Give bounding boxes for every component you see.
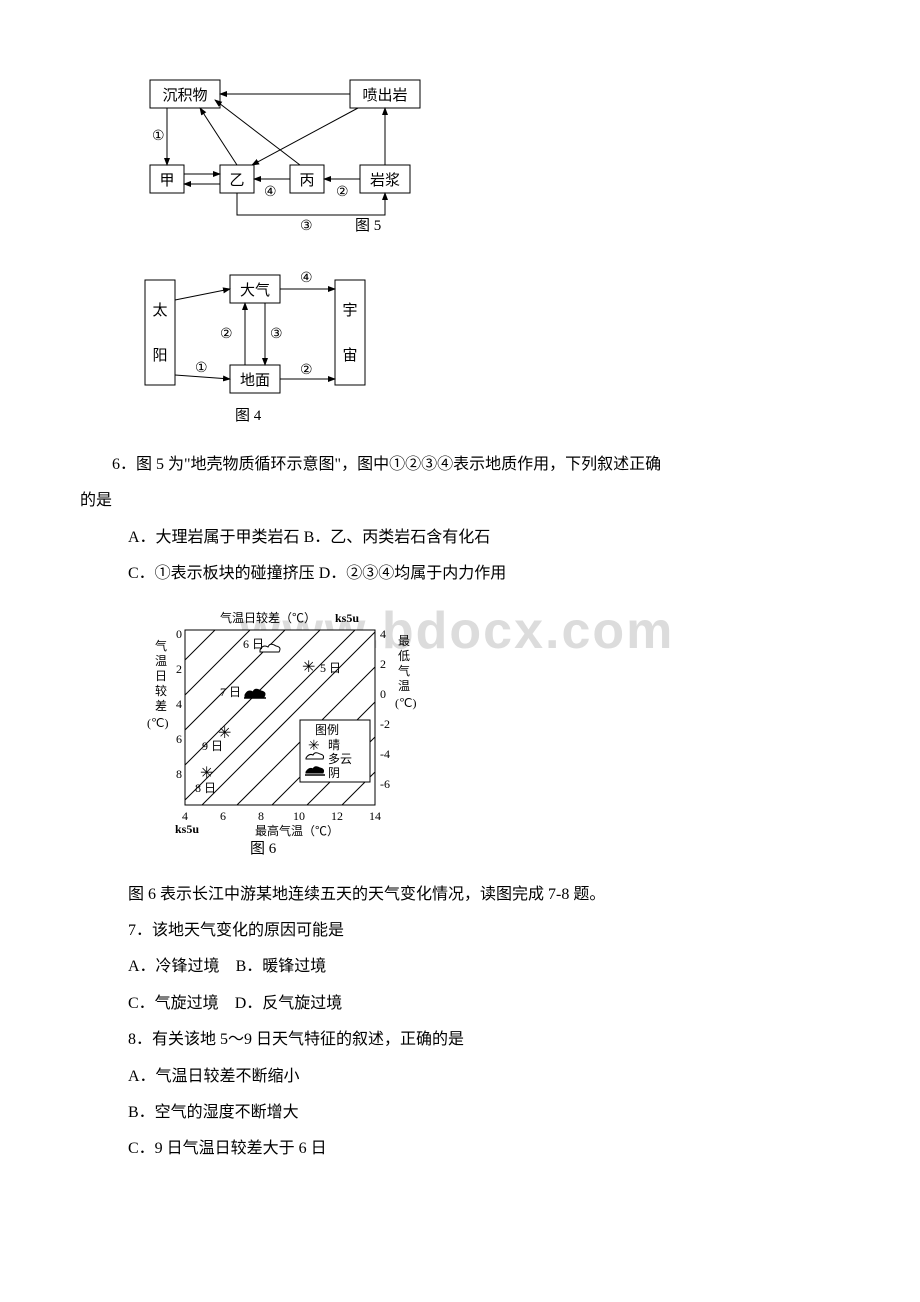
q6-row2: C．①表示板块的碰撞挤压 D．②③④均属于内力作用 (80, 559, 840, 589)
pt-7-label: 7 日 (220, 685, 241, 699)
svg-text:8: 8 (176, 767, 182, 781)
fig4-atmo: 大气 (240, 282, 270, 299)
svg-text:10: 10 (293, 809, 305, 823)
fig4-lbl3: ③ (270, 327, 283, 342)
svg-text:-6: -6 (380, 777, 390, 791)
fig6-ks5u-top: ks5u (335, 611, 359, 625)
svg-text:0: 0 (176, 627, 182, 641)
q7-B: B．暖锋过境 (236, 958, 327, 975)
legend-clear: 晴 (328, 738, 340, 752)
q8-A: A．气温日较差不断缩小 (80, 1062, 840, 1092)
fig5-lbl3: ③ (300, 219, 313, 234)
fig4-lbl2a: ② (220, 327, 233, 342)
svg-text:✳: ✳ (308, 739, 320, 754)
fig4-lbl4: ④ (300, 271, 313, 286)
q6-A: A．大理岩属于甲类岩石 (128, 529, 300, 546)
legend-overcast: 阴 (328, 766, 340, 780)
pt-6-label: 6 日 (243, 637, 264, 651)
legend-clear-icon: ✳ (308, 739, 320, 754)
figure-5: 沉积物 喷出岩 甲 乙 丙 岩浆 ① ② ④ ③ 图 5 (140, 70, 840, 240)
fig6-intro: 图 6 表示长江中游某地连续五天的天气变化情况，读图完成 7-8 题。 (80, 880, 840, 910)
q6-D: D．②③④均属于内力作用 (319, 565, 507, 582)
pt-9-label: 9 日 (202, 739, 223, 753)
fig5-bing: 丙 (299, 173, 314, 189)
svg-text:4: 4 (176, 697, 182, 711)
svg-text:6: 6 (220, 809, 226, 823)
fig6-yl-5: 差 (155, 699, 167, 713)
fig5-label: 图 5 (355, 217, 381, 234)
q8-B: B．空气的湿度不断增大 (80, 1098, 840, 1128)
fig6-legend-title: 图例 (315, 723, 339, 737)
pt-5-icon: ✳ (302, 659, 315, 676)
fig5-lbl2: ② (336, 185, 349, 200)
q6-stem-a: 6．图 5 为"地壳物质循环示意图"，图中①②③④表示地质作用，下列叙述正确 (80, 450, 840, 480)
fig5-sediment: 沉积物 (162, 87, 207, 104)
fig6-yr-1: 最 (398, 634, 410, 648)
fig6-yr-3: 气 (398, 663, 410, 678)
svg-text:12: 12 (331, 809, 343, 823)
fig6-yl-4: 较 (155, 683, 167, 698)
fig6-yr-5: (℃) (395, 696, 416, 710)
svg-text:-2: -2 (380, 717, 390, 731)
fig5-magma: 岩浆 (370, 171, 400, 189)
fig4-lbl2b: ② (300, 363, 313, 378)
figure-4: 太 阳 大气 地面 宇 宙 ① ② ③ ④ ② 图 4 (140, 260, 840, 430)
fig6-yr-4: 温 (398, 679, 410, 693)
fig4-lbl1: ① (195, 361, 208, 376)
pt-8-icon: ✳ (200, 765, 213, 782)
fig5-yi: 乙 (229, 173, 244, 189)
fig4-sun-bot: 阳 (152, 347, 167, 364)
svg-text:4: 4 (380, 627, 386, 641)
svg-text:2: 2 (176, 662, 182, 676)
q7-A: A．冷锋过境 (128, 958, 220, 975)
q6-B: B．乙、丙类岩石含有化石 (304, 529, 491, 546)
q7-row1: A．冷锋过境 B．暖锋过境 (80, 952, 840, 982)
pt-8-label: 8 日 (195, 781, 216, 795)
fig4-space-bot: 宙 (342, 347, 357, 364)
q7-D: D．反气旋过境 (235, 995, 343, 1012)
q8-stem: 8．有关该地 5～9 日天气特征的叙述，正确的是 (80, 1025, 840, 1055)
q6-C: C．①表示板块的碰撞挤压 (128, 565, 315, 582)
fig4-ground: 地面 (240, 372, 270, 389)
svg-text:-4: -4 (380, 747, 390, 761)
fig6-svg: 气温日较差（℃） ks5u 气 温 日 较 差 (℃) 最 低 气 温 (℃) … (140, 600, 420, 860)
fig5-extrusive: 喷出岩 (362, 87, 407, 104)
svg-text:4: 4 (182, 809, 188, 823)
fig6-label: 图 6 (250, 840, 277, 857)
fig6-ks5u-bot: ks5u (175, 822, 199, 836)
q8-C: C．9 日气温日较差大于 6 日 (80, 1134, 840, 1164)
fig6-yr-2: 低 (398, 649, 410, 663)
svg-text:14: 14 (369, 809, 381, 823)
q6-row1: A．大理岩属于甲类岩石 B．乙、丙类岩石含有化石 (80, 523, 840, 553)
q7-stem: 7．该地天气变化的原因可能是 (80, 916, 840, 946)
fig5-jia: 甲 (159, 173, 174, 189)
fig6-yl-2: 温 (155, 654, 167, 668)
fig6-yl-6: (℃) (147, 716, 168, 730)
legend-cloudy: 多云 (328, 752, 352, 766)
fig6-yl-3: 日 (155, 669, 167, 683)
fig4-svg: 太 阳 大气 地面 宇 宙 ① ② ③ ④ ② 图 4 (140, 260, 400, 430)
q7-C: C．气旋过境 (128, 995, 219, 1012)
svg-text:0: 0 (380, 687, 386, 701)
fig5-lbl4: ④ (264, 185, 277, 200)
q6-stem-b: 的是 (80, 486, 840, 516)
fig6-yl-1: 气 (155, 638, 167, 653)
fig6-xlabel: 最高气温（℃） (255, 823, 339, 838)
q7-row2: C．气旋过境 D．反气旋过境 (80, 989, 840, 1019)
svg-text:6: 6 (176, 732, 182, 746)
fig6-title-top: 气温日较差（℃） (220, 610, 316, 625)
fig4-space-top: 宇 (342, 302, 357, 319)
figure-6: 气温日较差（℃） ks5u 气 温 日 较 差 (℃) 最 低 气 温 (℃) … (140, 600, 840, 860)
svg-text:8: 8 (258, 809, 264, 823)
pt-5-label: 5 日 (320, 661, 341, 675)
fig4-label: 图 4 (235, 407, 262, 424)
svg-text:2: 2 (380, 657, 386, 671)
fig4-sun-top: 太 (152, 302, 167, 319)
fig5-lbl1: ① (152, 129, 165, 144)
fig5-svg: 沉积物 喷出岩 甲 乙 丙 岩浆 ① ② ④ ③ 图 5 (140, 70, 460, 240)
